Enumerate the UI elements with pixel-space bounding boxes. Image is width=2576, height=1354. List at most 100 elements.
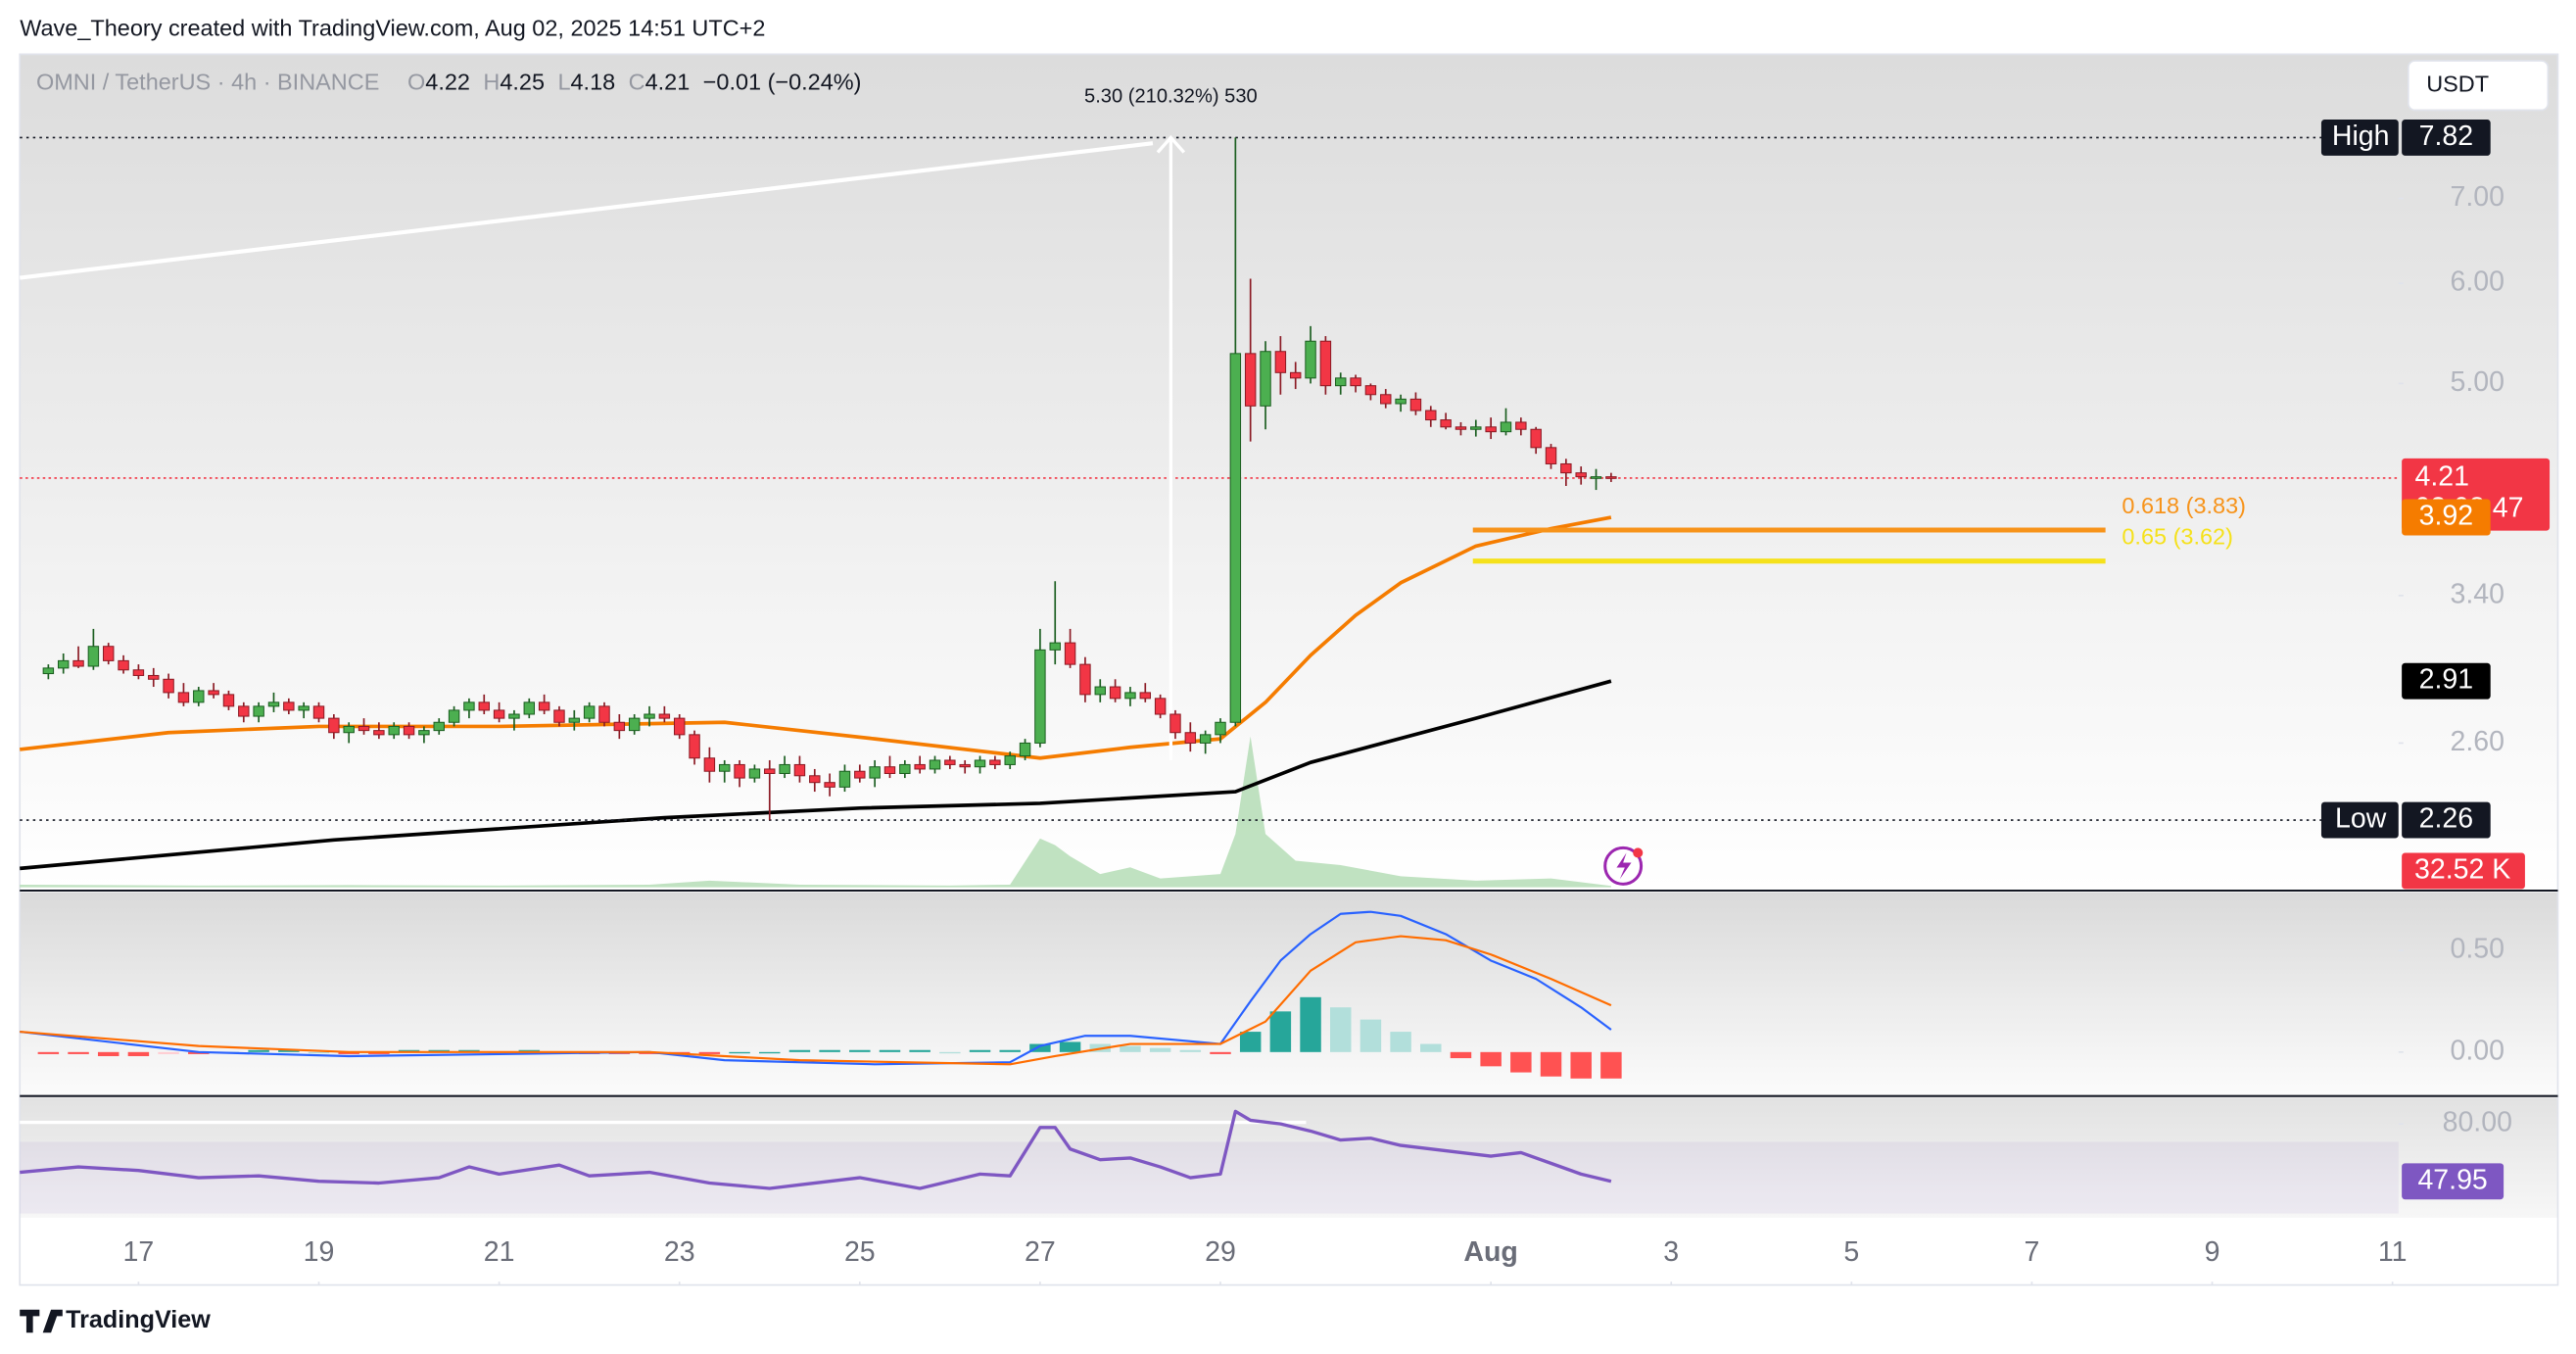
ohlc-value: 4.25 xyxy=(500,70,545,95)
candle-body xyxy=(1049,642,1061,651)
macd-histogram-bar xyxy=(1179,1049,1202,1052)
candle-body xyxy=(1485,426,1497,433)
macd-histogram-bar xyxy=(849,1049,871,1052)
high-tag: High xyxy=(2332,121,2390,152)
candle-body xyxy=(1184,732,1197,744)
candle-body xyxy=(312,705,325,719)
ohlc-value: 4.22 xyxy=(425,70,470,95)
symbol: OMNI / TetherUS · 4h · BINANCE xyxy=(36,70,379,95)
macd-pane xyxy=(20,892,2558,1095)
candle-body xyxy=(87,646,100,667)
x-tick-label: 9 xyxy=(2205,1236,2220,1268)
macd-histogram-bar xyxy=(97,1051,119,1056)
candle-body xyxy=(854,770,866,779)
candle-body xyxy=(57,659,70,669)
candle-body xyxy=(298,705,310,711)
candle-body xyxy=(1364,385,1377,396)
macd-histogram-bar xyxy=(1480,1051,1502,1067)
candle-body xyxy=(523,701,536,715)
candle-body xyxy=(1380,394,1392,405)
macd-histogram-bar xyxy=(1210,1051,1231,1054)
candle-body xyxy=(1260,351,1271,407)
candle-body xyxy=(448,709,460,723)
macd-histogram-bar xyxy=(999,1049,1021,1052)
candle-body xyxy=(1590,476,1602,479)
candle-body xyxy=(1124,692,1136,700)
candle-body xyxy=(1560,462,1572,474)
candle-body xyxy=(779,763,790,775)
candle-body xyxy=(553,709,565,723)
x-tick-label: Aug xyxy=(1463,1236,1517,1268)
candle-body xyxy=(253,705,264,717)
currency-label[interactable]: USDT xyxy=(2426,71,2489,96)
ohlc-value: 4.21 xyxy=(645,70,691,95)
candle-body xyxy=(1395,398,1407,405)
candle-body xyxy=(628,717,641,732)
candle-body xyxy=(118,659,129,671)
candle-body xyxy=(163,678,174,694)
macd-histogram-bar xyxy=(68,1051,89,1054)
candle-body xyxy=(1545,447,1557,464)
candle-body xyxy=(373,730,385,736)
y-tick-label: 5.00 xyxy=(2451,366,2504,398)
candle-body xyxy=(734,763,745,779)
x-tick-label: 19 xyxy=(304,1236,335,1268)
volume-box xyxy=(2402,852,2525,890)
macd-histogram-bar xyxy=(1570,1051,1592,1079)
high-tag-box xyxy=(2320,119,2399,156)
ohlc-prefix: H xyxy=(483,70,500,95)
ohlc-prefix: L xyxy=(557,70,570,95)
candle-body xyxy=(463,701,475,711)
moving-average xyxy=(20,679,1612,871)
macd-histogram-bar xyxy=(1540,1051,1562,1077)
candle-body xyxy=(1409,398,1422,411)
macd-histogram-bar xyxy=(1450,1051,1472,1059)
candle-body xyxy=(283,701,295,711)
ma-price: 2.91 xyxy=(2419,664,2473,696)
macd-histogram-bar xyxy=(1360,1019,1382,1052)
last-price: 4.21 xyxy=(2415,460,2469,492)
y-tick-label: 6.00 xyxy=(2451,266,2504,298)
candle-body xyxy=(148,674,160,680)
macd-histogram-bar xyxy=(1300,996,1321,1052)
candle-body xyxy=(719,763,731,772)
candle-body xyxy=(644,713,655,719)
ohlc-prefix: C xyxy=(629,70,645,95)
low-price: 2.26 xyxy=(2419,803,2473,835)
macd-histogram-bar xyxy=(909,1049,930,1052)
candle-body xyxy=(793,763,806,777)
macd-histogram-bar xyxy=(308,1051,330,1054)
candle-body xyxy=(72,659,84,667)
currency-button[interactable] xyxy=(2408,60,2550,112)
alert-icon-dot xyxy=(1633,847,1644,858)
candle-body xyxy=(658,713,671,719)
candle-body xyxy=(929,759,941,770)
candle-body xyxy=(1350,377,1361,387)
chart-frame xyxy=(19,53,2559,1286)
candle-body xyxy=(689,734,700,759)
macd-tick-label: 0.50 xyxy=(2451,934,2504,965)
x-tick-label: 29 xyxy=(1205,1236,1236,1268)
macd-histogram-bar xyxy=(969,1049,991,1052)
candle-body xyxy=(1305,340,1316,379)
candle-body xyxy=(838,770,851,788)
candle-body xyxy=(1530,428,1542,449)
rsi-line xyxy=(20,1109,1612,1190)
candle-body xyxy=(1500,421,1512,433)
macd-histogram-bar xyxy=(698,1051,721,1054)
signal-line xyxy=(20,935,1612,1066)
candle-body xyxy=(1064,642,1076,665)
alert-icon xyxy=(1603,846,1644,886)
candle-body xyxy=(883,766,896,775)
candle-body xyxy=(193,690,205,703)
macd-histogram-bar xyxy=(939,1051,961,1054)
macd-histogram-bar xyxy=(158,1051,179,1054)
x-tick-label: 25 xyxy=(844,1236,876,1268)
low-tag: Low xyxy=(2335,803,2387,835)
macd-histogram-bar xyxy=(1510,1051,1532,1073)
x-tick-label: 7 xyxy=(2025,1236,2040,1268)
candle-body xyxy=(388,725,400,736)
candle-body xyxy=(613,721,626,732)
macd-histogram-bar xyxy=(1420,1043,1442,1052)
macd-histogram-bar xyxy=(37,1051,60,1054)
